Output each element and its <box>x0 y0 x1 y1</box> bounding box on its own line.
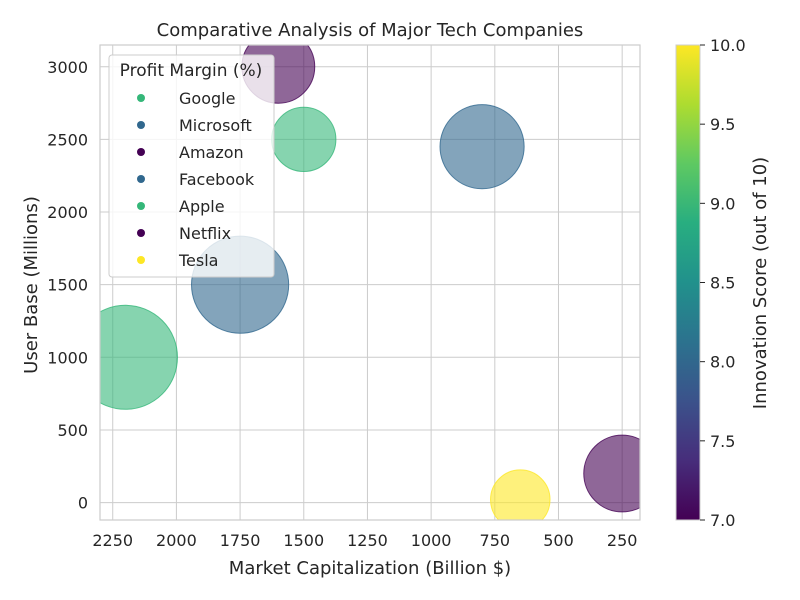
colorbar-tick-label: 10.0 <box>710 36 746 55</box>
x-tick-label: 1250 <box>347 531 388 550</box>
legend-marker <box>137 256 145 264</box>
legend-marker <box>137 121 145 129</box>
y-tick-label: 2000 <box>47 203 88 222</box>
bubble-microsoft <box>439 104 525 190</box>
y-tick-label: 1000 <box>47 348 88 367</box>
legend-item-label: Apple <box>179 197 225 216</box>
x-tick-label: 1750 <box>220 531 261 550</box>
colorbar-label: Innovation Score (out of 10) <box>750 157 771 409</box>
legend-marker <box>137 229 145 237</box>
colorbar-tick-label: 8.0 <box>710 353 735 372</box>
legend-marker <box>137 148 145 156</box>
legend-item-label: Facebook <box>179 170 255 189</box>
legend-item-label: Google <box>179 89 235 108</box>
colorbar-tick-label: 8.5 <box>710 274 735 293</box>
legend-item-label: Tesla <box>178 251 218 270</box>
bubble-google <box>271 106 337 173</box>
plot-frame <box>99 44 641 521</box>
colorbar-tick-label: 7.0 <box>710 511 735 530</box>
legend-item-label: Amazon <box>179 143 244 162</box>
y-tick-labels: 0 500 1000 1500 2000 2500 3000 <box>47 58 88 513</box>
y-tick-label: 3000 <box>47 58 88 77</box>
colorbar: 7.0 7.5 8.0 8.5 9.0 9.5 10.0 Innovation Score … <box>675 36 771 530</box>
legend-box <box>108 54 275 278</box>
chart-title: Comparative Analysis of Major Tech Compa… <box>157 20 584 41</box>
y-tick-label: 2500 <box>47 130 88 149</box>
x-tick-label: 2250 <box>92 531 133 550</box>
bubble-netflix <box>583 434 640 513</box>
colorbar-gradient <box>675 44 701 521</box>
legend-title: Profit Margin (%) <box>120 61 263 81</box>
legend-item-label: Netflix <box>179 224 231 243</box>
bubble-apple <box>100 304 178 410</box>
x-tick-label: 1500 <box>283 531 324 550</box>
colorbar-tick-label: 9.5 <box>710 115 735 134</box>
legend: Profit Margin (%) Google Microsoft Amazon F… <box>108 54 275 278</box>
legend-marker <box>137 202 145 210</box>
x-tick-label: 1000 <box>411 531 452 550</box>
y-axis-label: User Base (Millions) <box>21 196 42 374</box>
x-axis-label: Market Capitalization (Billion $) <box>229 558 511 579</box>
legend-item-label: Microsoft <box>179 116 252 135</box>
x-tick-label: 2000 <box>156 531 197 550</box>
y-tick-label: 0 <box>78 494 88 513</box>
legend-marker <box>137 94 145 102</box>
y-tick-label: 1500 <box>47 276 88 295</box>
x-tick-labels: 2250 2000 1750 1500 1250 1000 750 500 250 <box>92 531 637 550</box>
colorbar-tick-label: 7.5 <box>710 432 735 451</box>
bubble-tesla <box>490 469 551 520</box>
colorbar-tick-label: 9.0 <box>710 194 735 213</box>
y-tick-label: 500 <box>57 421 88 440</box>
x-tick-label: 250 <box>607 531 638 550</box>
legend-marker <box>137 175 145 183</box>
x-tick-label: 750 <box>480 531 511 550</box>
x-tick-label: 500 <box>543 531 574 550</box>
